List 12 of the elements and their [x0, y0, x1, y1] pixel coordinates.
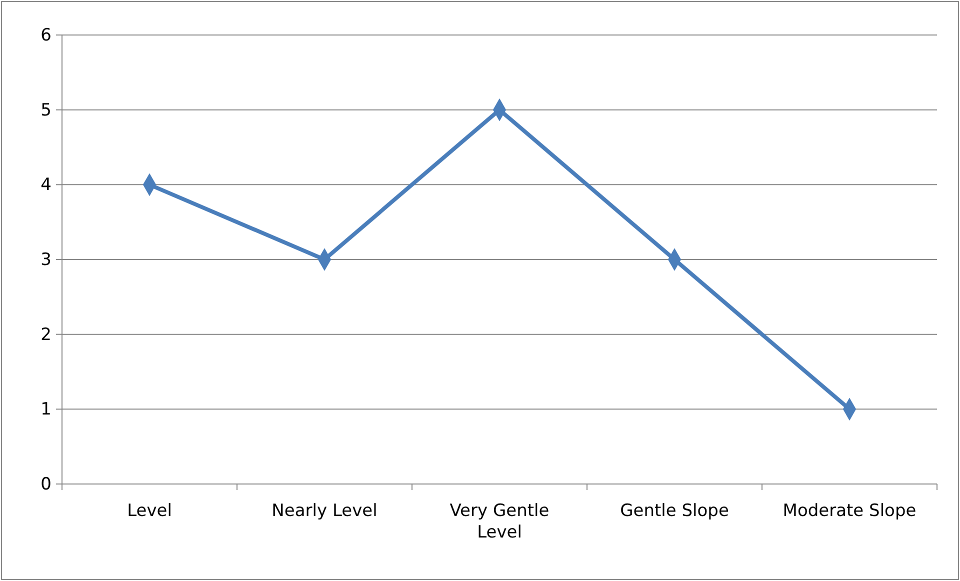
y-tick-label: 5 [40, 100, 52, 120]
y-tick-label: 0 [40, 474, 52, 494]
y-tick-label: 3 [40, 250, 52, 270]
y-tick-label: 2 [40, 324, 52, 345]
x-tick-label: Very Gentle Level [450, 501, 550, 542]
x-tick-label: Level [127, 501, 172, 521]
x-tick-label: Moderate Slope [782, 501, 916, 521]
x-tick-label: Nearly Level [272, 501, 378, 521]
x-tick-label: Gentle Slope [620, 501, 729, 521]
y-tick-label: 6 [40, 25, 52, 46]
y-tick-label: 4 [40, 175, 52, 196]
y-tick-label: 1 [40, 400, 52, 420]
